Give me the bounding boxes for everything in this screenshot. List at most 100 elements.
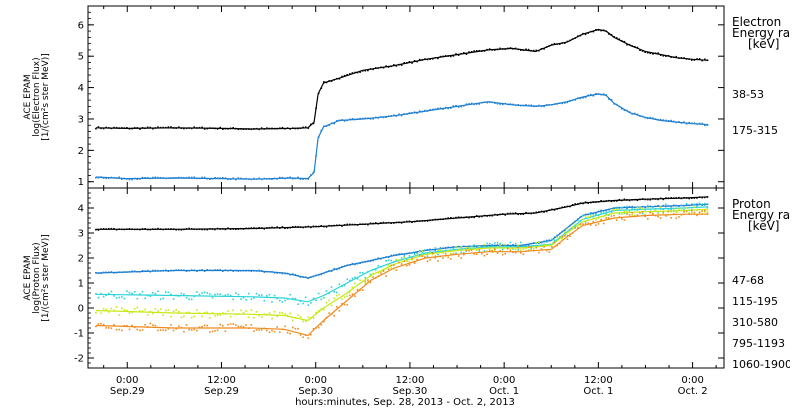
proton-series-2-point — [590, 213, 592, 216]
x-tick-time: 12:00 — [396, 375, 425, 386]
proton-series-0-point — [266, 227, 268, 229]
proton-series-0-point — [224, 228, 227, 231]
electron-series-0-point — [105, 126, 107, 129]
electron-ytick-label: 5 — [78, 52, 84, 63]
proton-series-4-point — [328, 312, 330, 314]
electron-series-0-point — [592, 30, 595, 33]
electron-series-0-point — [245, 128, 247, 130]
proton-series-0-point — [108, 227, 110, 230]
proton-series-0-point — [522, 213, 525, 215]
proton-series-3-point — [139, 310, 141, 312]
proton-series-0-point — [302, 226, 304, 229]
proton-series-1-point — [364, 261, 367, 263]
proton-series-1-point — [522, 244, 525, 247]
proton-series-1-point — [289, 273, 291, 276]
proton-series-2-point — [374, 269, 377, 271]
proton-series-2-point — [595, 214, 597, 216]
electron-series-1-point — [356, 118, 359, 120]
proton-series-3-point — [312, 317, 315, 319]
proton-series-4-point — [193, 328, 196, 331]
proton-series-3-point — [315, 311, 317, 314]
proton-series-1-point — [587, 213, 589, 216]
proton-series-1-point — [514, 244, 517, 247]
proton-series-1-point — [512, 244, 514, 246]
electron-series-1-point — [522, 104, 525, 107]
proton-series-3-point — [418, 251, 421, 253]
proton-series-2-point — [152, 292, 154, 294]
electron-series-1-point — [299, 178, 302, 180]
electron-series-0-point — [621, 40, 623, 42]
proton-series-2-point — [146, 294, 149, 297]
electron-series-1-point — [437, 107, 439, 110]
proton-series-1-point — [569, 224, 571, 227]
proton-series-2-point — [706, 206, 709, 209]
proton-series-1-point — [139, 271, 141, 273]
proton-series-4-point — [356, 289, 359, 291]
proton-series-2-point — [582, 215, 584, 217]
proton-series-1-point — [613, 207, 615, 209]
proton-series-4-point — [475, 253, 478, 255]
proton-series-3-point — [623, 210, 626, 213]
proton-series-2-point — [113, 295, 115, 297]
proton-series-1-point — [206, 269, 209, 271]
electron-series-1-point — [678, 121, 680, 123]
proton-series-4-point — [216, 329, 219, 332]
electron-series-0-point — [224, 127, 227, 130]
electron-panel-frame — [87, 5, 725, 189]
electron-series-1-point — [652, 117, 654, 119]
proton-series-0-point — [297, 226, 299, 228]
proton-series-0-point — [333, 224, 335, 227]
proton-series-4-point — [302, 336, 304, 338]
proton-series-1-point — [654, 205, 657, 208]
proton-series-3-point — [175, 309, 177, 311]
electron-series-0-point — [450, 55, 452, 58]
proton-series-0-point — [592, 201, 595, 203]
proton-series-1-point — [678, 205, 680, 207]
proton-series-4-point — [95, 325, 97, 328]
electron-series-1-point — [209, 178, 211, 180]
electron-series-0-point — [483, 50, 486, 52]
proton-series-0-point — [468, 216, 470, 219]
proton-series-3-point — [341, 298, 343, 300]
proton-series-3-point — [188, 311, 190, 314]
proton-series-3-point — [398, 259, 400, 261]
proton-series-3-point — [538, 241, 540, 244]
proton-series-0-point — [628, 199, 631, 202]
electron-series-1-point — [605, 94, 608, 96]
electron-series-1-point — [623, 109, 626, 111]
proton-series-3-point — [113, 309, 115, 312]
proton-series-2-point — [662, 208, 665, 210]
proton-series-3-point — [255, 311, 258, 313]
proton-series-0-point — [152, 228, 154, 230]
proton-series-1-point — [426, 249, 429, 251]
electron-series-1-point — [543, 105, 545, 108]
proton-series-3-point — [494, 249, 496, 252]
proton-series-4-point — [597, 223, 600, 225]
electron-series-1-point — [121, 178, 123, 180]
proton-series-4-point — [571, 232, 574, 234]
electron-series-1-point — [421, 110, 424, 113]
proton-series-4-point — [346, 303, 348, 306]
electron-series-0-point — [273, 127, 276, 130]
electron-series-1-point — [185, 176, 188, 179]
proton-series-2-point — [680, 205, 683, 207]
proton-series-4-point — [351, 293, 354, 295]
proton-series-1-point — [198, 269, 201, 272]
proton-series-0-point — [577, 203, 579, 205]
proton-series-2-point — [178, 295, 180, 297]
proton-series-2-point — [551, 238, 553, 241]
electron-series-0-point — [115, 126, 118, 129]
proton-series-1-point — [540, 241, 543, 244]
proton-series-0-point — [341, 225, 343, 227]
proton-series-4-point — [279, 331, 281, 333]
proton-series-1-point — [310, 276, 312, 278]
proton-series-2-point — [121, 296, 123, 298]
electron-series-0-point — [491, 49, 494, 51]
proton-series-0-point — [675, 197, 678, 199]
proton-series-2-point — [330, 286, 333, 288]
proton-series-2-point — [157, 290, 159, 293]
proton-series-2-point — [229, 294, 232, 297]
proton-series-4-point — [211, 330, 214, 333]
proton-x-ticks — [103, 188, 717, 368]
electron-ylabel-line-2: log(Electron Flux) — [32, 57, 42, 136]
